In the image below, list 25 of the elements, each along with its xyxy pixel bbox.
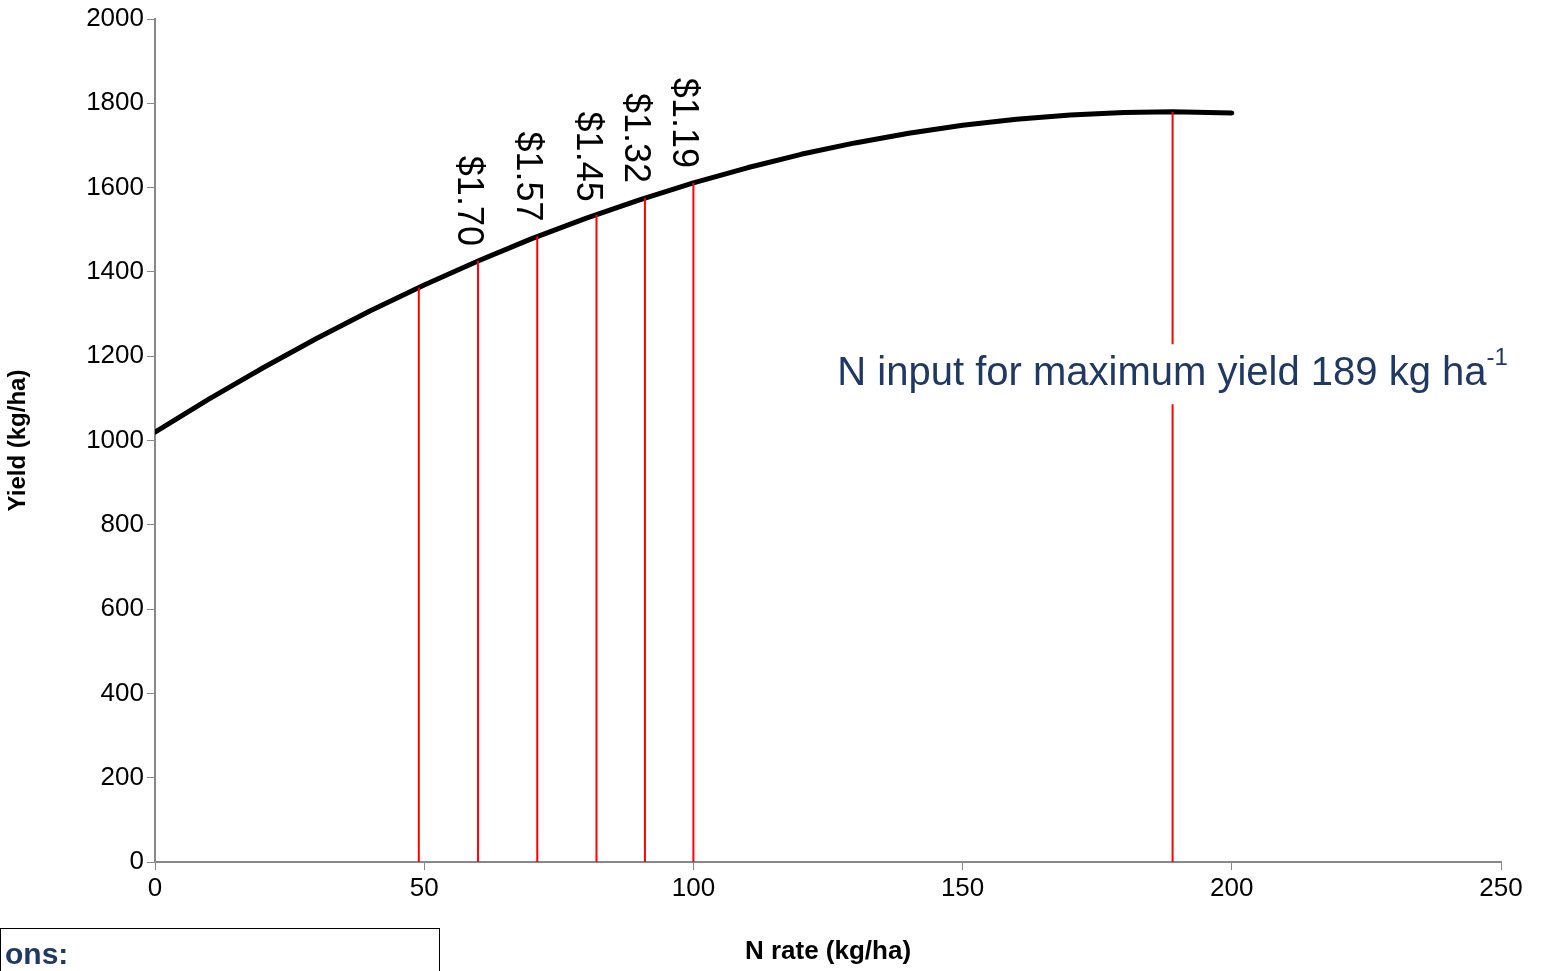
annotation: $1.32 — [617, 93, 659, 184]
y-tick-label: 600 — [100, 592, 144, 623]
annotation: $1.19 — [665, 77, 707, 168]
x-tick-label: 250 — [1479, 871, 1523, 902]
x-tick-label: 150 — [940, 871, 985, 902]
annotation: $1.57 — [509, 131, 551, 222]
y-tick-label: 1400 — [86, 255, 144, 286]
x-axis-title: N rate (kg/ha) — [744, 934, 912, 965]
annotation: $1.45 — [568, 111, 610, 202]
y-tick-label: 1000 — [86, 423, 144, 454]
y-tick-label: 800 — [100, 507, 144, 538]
y-tick-label: 200 — [100, 760, 144, 791]
y-tick-label: 1800 — [86, 86, 144, 117]
x-tick-label: 0 — [147, 871, 163, 902]
y-tick-label: 1200 — [86, 339, 144, 370]
y-tick-label: 1600 — [86, 170, 144, 201]
text: ons: — [0, 928, 440, 971]
y-axis-title: Yield (kg/ha) — [3, 369, 31, 512]
y-tick-label: 0 — [129, 845, 144, 876]
y-tick-label: 2000 — [86, 2, 144, 33]
y-tick-label: 400 — [100, 676, 144, 707]
x-tick-label: 200 — [1210, 871, 1254, 902]
x-tick-label: 100 — [671, 871, 716, 902]
annotation: $1.70 — [450, 155, 492, 246]
x-tick-label: 50 — [409, 871, 439, 902]
